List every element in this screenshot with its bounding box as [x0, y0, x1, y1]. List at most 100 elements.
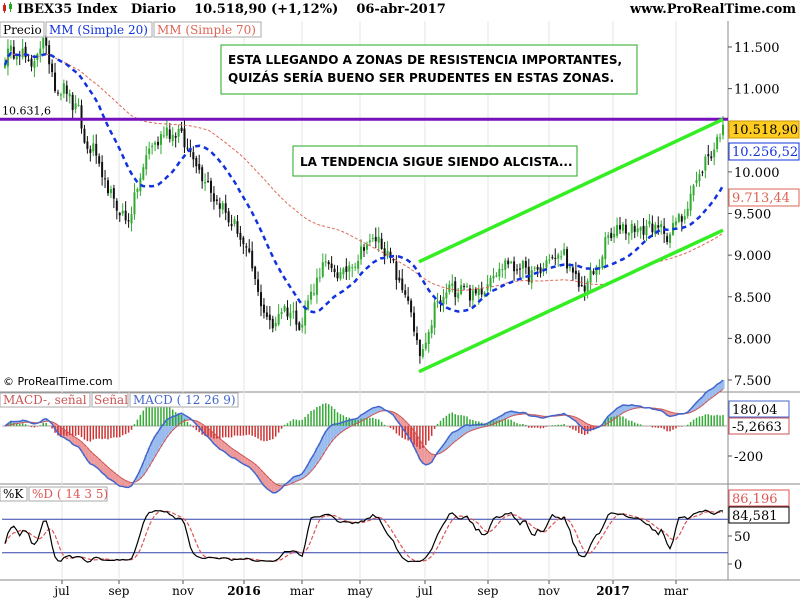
candle-body [304, 308, 307, 326]
candle-body [577, 272, 580, 287]
candle-body [268, 314, 271, 321]
price-tick-label: 7.500 [734, 374, 771, 389]
month-label-2017: 2017 [596, 584, 629, 598]
candle-body [518, 268, 521, 270]
candle-body [145, 155, 148, 170]
candle-body [204, 182, 207, 184]
candle-body [619, 225, 622, 230]
candle-body [483, 292, 486, 296]
candle-body [457, 293, 460, 299]
candle-body [460, 285, 463, 294]
candle-body [380, 238, 383, 249]
candle-body [307, 300, 310, 310]
candle-body [660, 224, 663, 228]
candle-body [713, 149, 716, 158]
candle-body [513, 261, 516, 272]
candle-body [342, 268, 345, 275]
candle-body [389, 251, 392, 258]
candle-body [704, 156, 707, 171]
candle-body [510, 261, 513, 263]
price-tick-label: 9.500 [734, 208, 771, 223]
legend-box-macd-2 [91, 392, 129, 408]
candle-body [324, 261, 327, 263]
candle-body [92, 143, 95, 152]
stoch-tick-label: 0 [734, 558, 742, 573]
candle-body [410, 300, 413, 313]
candle-body [589, 270, 592, 283]
price-tick-label: 10.000 [734, 166, 780, 181]
candle-body [539, 267, 542, 274]
ma70-line [4, 52, 724, 291]
candle-body [418, 340, 421, 356]
candle-body [524, 261, 527, 268]
candle-body [109, 189, 112, 194]
price-tick-label: 11.000 [734, 83, 780, 98]
candle-body [401, 278, 404, 291]
month-label-jul: jul [415, 584, 432, 598]
candle-body [209, 180, 212, 193]
candle-body [351, 267, 354, 269]
ma20-badge-bg [728, 142, 800, 161]
candle-body [413, 312, 416, 332]
candle-body [683, 216, 686, 220]
month-label-nov: nov [172, 584, 194, 598]
candle-body [368, 240, 371, 243]
candle-body [348, 265, 351, 272]
candle-body [286, 307, 289, 317]
candle-body [198, 164, 201, 170]
macd-badge-bg [728, 400, 790, 418]
candle-body [698, 174, 701, 182]
candle-body [333, 268, 336, 273]
candle-body [183, 128, 186, 148]
stochastic-series [2, 509, 728, 563]
macd-line [4, 379, 724, 494]
candle-body [648, 221, 651, 225]
candle-body [442, 296, 445, 305]
legend-ma70: MM (Simple 70) [157, 23, 256, 37]
price-tick-label: 8.500 [734, 291, 771, 306]
candle-body [136, 189, 139, 192]
signal-line [4, 388, 724, 487]
candle-body [363, 247, 365, 251]
candle-body [327, 261, 330, 265]
candle-body [533, 267, 536, 269]
month-label-2016: 2016 [227, 584, 260, 598]
month-label-nov: nov [538, 584, 560, 598]
candle-body [624, 224, 627, 234]
candle-body [471, 290, 474, 301]
candle-body [398, 277, 401, 281]
site-link[interactable]: www.ProRealTime.com [629, 2, 796, 17]
candle-body [568, 266, 571, 268]
candle-body [174, 135, 177, 138]
period-label: Diario [130, 2, 176, 17]
candle-body [339, 272, 342, 279]
candle-body [480, 287, 483, 295]
candle-body [436, 301, 439, 303]
candle-body [180, 127, 183, 131]
candle-body [498, 268, 501, 277]
candle-body [224, 203, 227, 213]
candle-body [566, 249, 569, 269]
candle-body [719, 137, 722, 139]
legend-macd: MACD ( 12 26 9) [133, 393, 236, 407]
candle-body [701, 171, 704, 173]
header-title-group: IBEX35 Index Diario 10.518,90 (+1,12%) 0… [2, 2, 446, 17]
candle-body [613, 233, 616, 238]
candle-body [574, 270, 577, 275]
candle-body [415, 333, 418, 341]
candle-body [112, 188, 115, 199]
candle-body [445, 292, 448, 299]
candle-body [468, 288, 471, 301]
candle-body [280, 311, 283, 315]
candle-body [165, 127, 168, 136]
candle-body [159, 134, 162, 145]
annotation-box-1 [220, 44, 638, 95]
candle-body [571, 267, 574, 273]
candle-body [365, 244, 368, 250]
candle-body [336, 272, 339, 279]
candle-body [51, 63, 54, 73]
candle-body [106, 180, 109, 194]
legend-price: Precio [3, 23, 42, 37]
month-label-mar: mar [664, 584, 689, 598]
